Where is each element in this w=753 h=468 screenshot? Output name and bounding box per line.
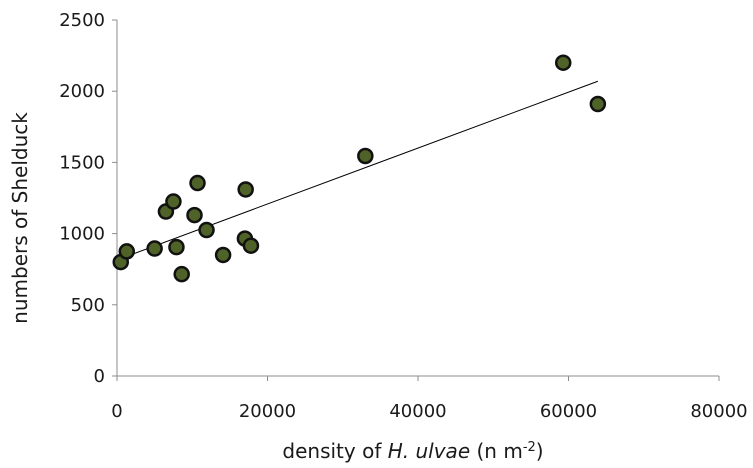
axes xyxy=(112,19,720,381)
x-tick-label: 20000 xyxy=(239,401,296,422)
data-point xyxy=(357,147,374,165)
y-tick-label: 1500 xyxy=(59,152,105,173)
x-tick-label: 80000 xyxy=(690,401,747,422)
x-axis-title-superscript: -2 xyxy=(523,440,536,455)
data-point xyxy=(165,193,182,210)
x-axis-title-prefix: density of xyxy=(282,439,387,463)
x-axis-title: density of H. ulvae (n m-2) xyxy=(282,439,543,463)
x-axis-title-suffix: (n m xyxy=(470,439,523,463)
data-point xyxy=(168,238,185,256)
x-tick-label: 0 xyxy=(111,401,122,422)
data-point xyxy=(189,174,206,192)
x-axis-title-italic: H. ulvae xyxy=(388,439,470,463)
data-point xyxy=(242,237,260,254)
data-point xyxy=(198,221,215,239)
data-point xyxy=(146,240,163,257)
x-tick-label: 40000 xyxy=(389,401,446,422)
x-tick-label: 60000 xyxy=(540,401,597,422)
data-point xyxy=(118,243,136,260)
y-tick-label: 2500 xyxy=(59,10,105,31)
data-point xyxy=(554,54,572,71)
y-tick-label: 1000 xyxy=(59,224,105,245)
y-tick-label: 500 xyxy=(71,295,105,316)
data-point xyxy=(237,181,254,198)
data-point xyxy=(589,95,607,113)
data-point xyxy=(173,265,190,283)
x-axis-title-close: ) xyxy=(536,439,544,463)
y-tick-label: 2000 xyxy=(59,81,105,102)
points-layer xyxy=(112,54,607,283)
y-tick-label: 0 xyxy=(94,366,105,387)
data-point xyxy=(214,246,232,264)
trendline xyxy=(116,80,599,261)
labels-layer: 0 500 1000 1500 2000 2500 0 20000 40000 60000 8000… xyxy=(8,10,748,463)
trendline-layer xyxy=(116,80,599,261)
data-point xyxy=(186,206,203,224)
y-axis-title: numbers of Shelduck xyxy=(8,112,32,324)
